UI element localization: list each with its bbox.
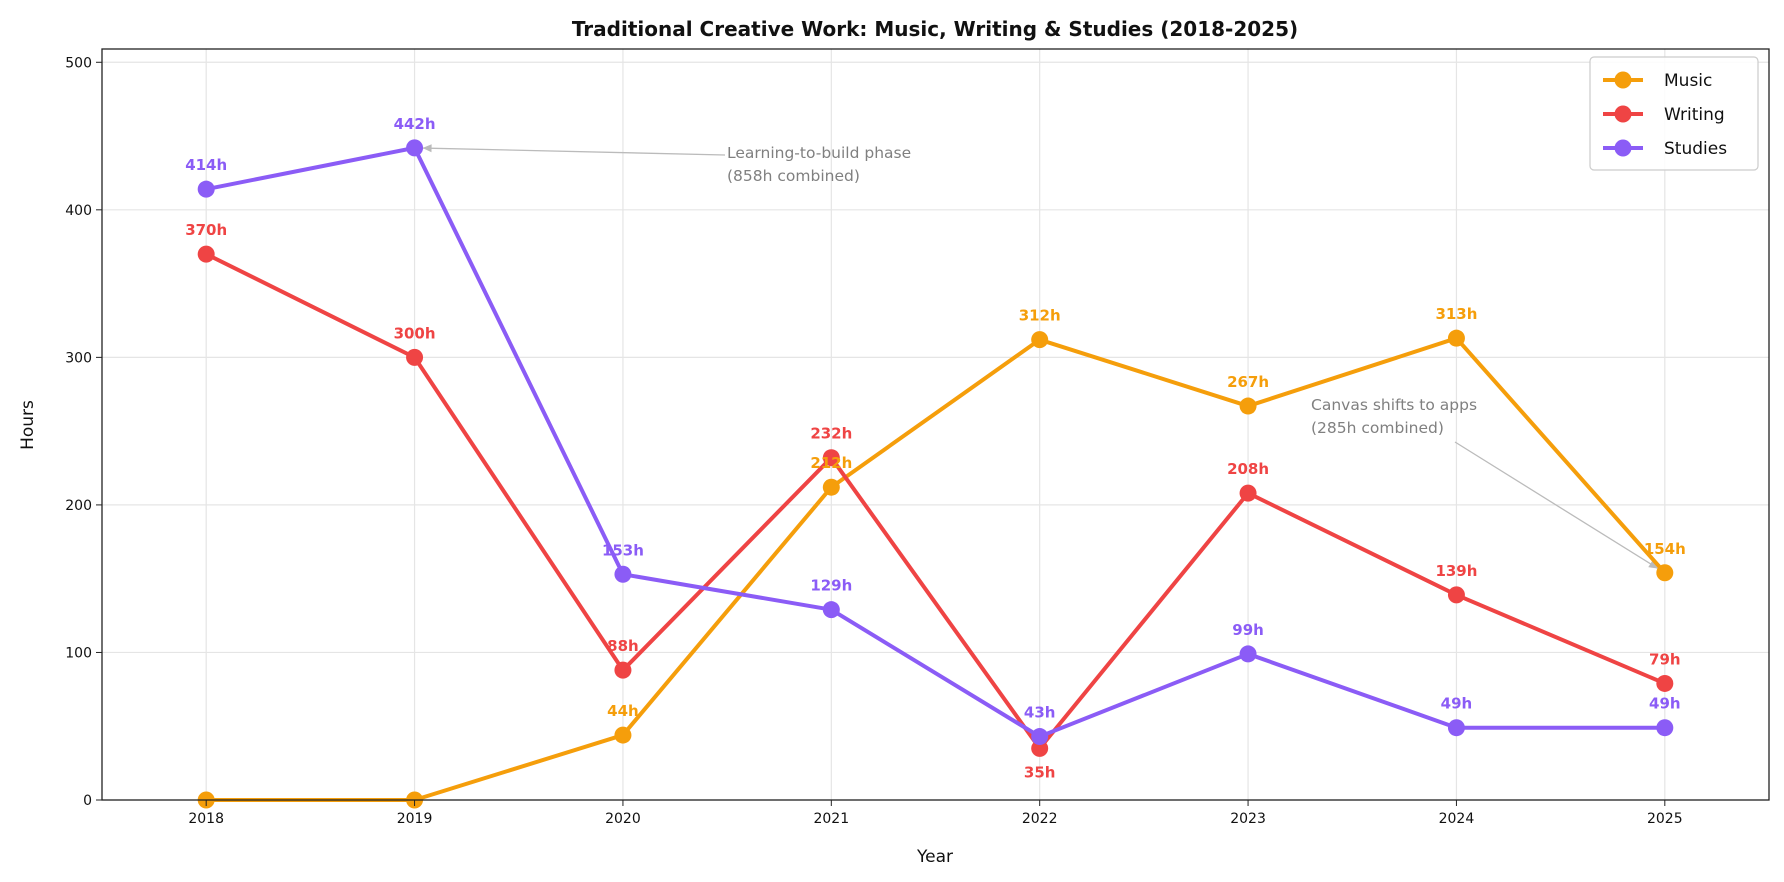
- data-label: 414h: [185, 156, 227, 174]
- data-label: 88h: [607, 637, 639, 655]
- data-label: 312h: [1019, 307, 1061, 325]
- y-tick-label: 300: [65, 350, 92, 366]
- data-point: [1656, 719, 1674, 737]
- series-line-studies: [205, 145, 1665, 739]
- series-music: [197, 329, 1674, 809]
- series-line-music: [206, 336, 1667, 802]
- data-point: [614, 565, 632, 583]
- y-tick-label: 200: [65, 498, 92, 514]
- legend-label: Studies: [1664, 139, 1727, 159]
- data-point: [1031, 739, 1049, 757]
- annotation-text: Canvas shifts to apps: [1311, 396, 1477, 414]
- y-tick-label: 400: [65, 203, 92, 219]
- annotations: Learning-to-build phase (858h combined) Ca…: [422, 144, 1659, 570]
- data-point: [1447, 329, 1465, 347]
- legend-label: Music: [1664, 71, 1712, 91]
- data-point: [822, 601, 840, 619]
- legend-marker: [1614, 105, 1632, 123]
- x-tick-label: 2018: [188, 811, 224, 827]
- x-tick-label: 2021: [813, 811, 849, 827]
- data-label: 300h: [394, 324, 436, 342]
- x-tick-label: 2022: [1022, 811, 1058, 827]
- data-point: [1656, 674, 1674, 692]
- data-point: [822, 449, 840, 467]
- data-point: [1656, 564, 1674, 582]
- data-label: 49h: [1441, 695, 1473, 713]
- annotation-arrow: [1454, 441, 1659, 570]
- x-tick-label: 2025: [1647, 811, 1683, 827]
- data-point: [1239, 397, 1257, 415]
- data-label: 35h: [1024, 763, 1056, 781]
- data-point: [822, 478, 840, 496]
- series-line-writing: [205, 252, 1666, 751]
- data-label: 49h: [1649, 695, 1681, 713]
- series-group: 44h 212h 312h 267h 313h 154h 370h 300h 88h 232h 35…: [185, 115, 1686, 809]
- x-tick-label: 2019: [397, 811, 433, 827]
- data-label: 129h: [810, 577, 852, 595]
- data-labels-studies: 414h 442h 153h 129h 43h 99h 49h 49h: [185, 115, 1680, 722]
- data-label: 370h: [185, 221, 227, 239]
- data-labels-music: 44h 212h 312h 267h 313h 154h: [607, 305, 1686, 720]
- y-tick-label: 0: [83, 793, 92, 809]
- data-point: [1447, 586, 1465, 604]
- data-point: [197, 180, 215, 198]
- annotation-text: (285h combined): [1311, 419, 1444, 437]
- annotation-arrowhead: [1648, 560, 1659, 569]
- annotation-text: Learning-to-build phase: [727, 144, 911, 162]
- data-point: [614, 726, 632, 744]
- data-point: [406, 348, 424, 366]
- data-label: 43h: [1024, 704, 1056, 722]
- data-label: 212h: [810, 454, 852, 472]
- legend-box: [1589, 56, 1759, 171]
- data-labels-writing: 370h 300h 88h 232h 35h 208h 139h 79h: [185, 221, 1680, 781]
- data-point: [1239, 484, 1257, 502]
- x-tick-label: 2020: [605, 811, 641, 827]
- series-studies: [197, 139, 1674, 746]
- data-label: 79h: [1649, 650, 1681, 668]
- data-point: [1031, 728, 1049, 746]
- data-label: 99h: [1232, 621, 1264, 639]
- data-point: [1031, 331, 1049, 349]
- data-point: [197, 245, 215, 263]
- x-tick-label: 2023: [1230, 811, 1266, 827]
- data-point: [614, 661, 632, 679]
- axis-ticks: 2018 2019 2020 2021 2022 2023 2024 2025 0 100 200 3…: [65, 55, 1682, 827]
- annotation-arrow: [422, 147, 726, 156]
- y-axis-label: Hours: [18, 400, 38, 450]
- x-axis-label: Year: [916, 847, 953, 867]
- series-writing: [197, 245, 1674, 757]
- data-label: 154h: [1644, 540, 1686, 558]
- data-label: 442h: [394, 115, 436, 133]
- data-label: 313h: [1435, 305, 1477, 323]
- y-tick-label: 500: [65, 55, 92, 71]
- data-label: 153h: [602, 541, 644, 559]
- y-tick-label: 100: [65, 645, 92, 661]
- legend: Music Writing Studies: [1589, 56, 1759, 171]
- data-label: 44h: [607, 702, 639, 720]
- plot-frame: [101, 48, 1770, 801]
- legend-marker: [1614, 139, 1632, 157]
- data-point: [406, 139, 424, 157]
- x-tick-label: 2024: [1439, 811, 1475, 827]
- data-label: 139h: [1435, 562, 1477, 580]
- annotation-text: (858h combined): [727, 167, 860, 185]
- data-point: [1447, 719, 1465, 737]
- grid: [102, 49, 1769, 801]
- chart-title: Traditional Creative Work: Music, Writin…: [572, 17, 1298, 41]
- data-label: 232h: [810, 425, 852, 443]
- data-point: [1239, 645, 1257, 663]
- legend-marker: [1614, 71, 1632, 89]
- annotation-arrowhead: [422, 144, 432, 153]
- legend-label: Writing: [1664, 105, 1725, 125]
- data-label: 208h: [1227, 460, 1269, 478]
- data-label: 267h: [1227, 373, 1269, 391]
